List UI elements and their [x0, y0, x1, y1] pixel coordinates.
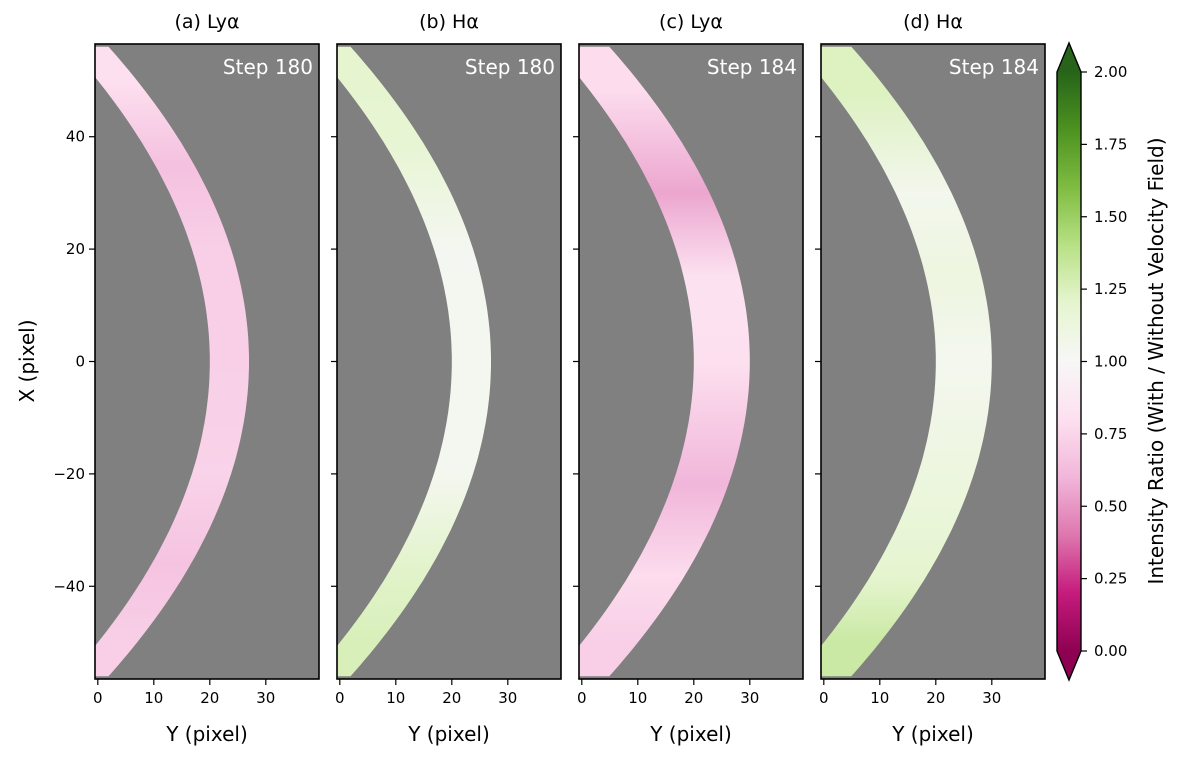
- x-tick-label: 0: [819, 689, 829, 707]
- x-tick-label: 20: [926, 689, 945, 707]
- colorbar-extend-top: [1057, 43, 1081, 72]
- x-tick-label: 20: [684, 689, 703, 707]
- ratio-arc: [337, 46, 491, 677]
- x-tick-label: 20: [200, 689, 219, 707]
- panel-2: (b) Hα Step 180 0 10 20 30 Y (pixel): [331, 11, 562, 746]
- panel-title: (a) Lyα: [174, 11, 239, 33]
- x-axis-label: Y (pixel): [407, 722, 490, 746]
- ratio-arc: [95, 46, 249, 677]
- step-label: Step 184: [949, 55, 1039, 79]
- colorbar-tick-label: 0.00: [1094, 642, 1127, 660]
- x-tick-label: 0: [335, 689, 345, 707]
- y-tick-label: 20: [66, 240, 85, 258]
- y-axis-label: X (pixel): [15, 320, 39, 403]
- x-tick-label: 0: [93, 689, 103, 707]
- colorbar: 0.00 0.25 0.50 0.75 1.00 1.25 1.50 1.75 2.00 Inte…: [1056, 41, 1168, 682]
- panel-background: [821, 44, 1045, 679]
- panel-1: (a) Lyα Step 180 0 10 20 30 Y (pixel) 40 20 0 −20 −…: [53, 11, 320, 746]
- colorbar-extend-bottom: [1057, 651, 1081, 680]
- x-tick-label: 30: [256, 689, 275, 707]
- colorbar-tick-label: 1.00: [1094, 353, 1127, 371]
- x-axis-label: Y (pixel): [649, 722, 732, 746]
- ratio-arc: [579, 46, 750, 677]
- colorbar-label: Intensity Ratio (With / Without Velocity…: [1144, 137, 1168, 584]
- x-tick-label: 30: [740, 689, 759, 707]
- y-tick-label: −20: [53, 465, 85, 483]
- x-tick-label: 30: [498, 689, 517, 707]
- x-tick-label: 10: [870, 689, 889, 707]
- panel-background: [337, 44, 561, 679]
- colorbar-tick-label: 1.25: [1094, 280, 1127, 298]
- panel-title: (b) Hα: [419, 11, 479, 33]
- panel-3: (c) Lyα Step 184 0 10 20 30 Y (pixel): [573, 11, 804, 746]
- panel-4: (d) Hα Step 184 0 10 20 30 Y (pixel): [815, 11, 1046, 746]
- x-tick-label: 10: [386, 689, 405, 707]
- step-label: Step 180: [465, 55, 555, 79]
- x-tick-label: 10: [144, 689, 163, 707]
- colorbar-tick-label: 1.75: [1094, 135, 1127, 153]
- y-tick-label: 0: [75, 353, 85, 371]
- y-tick-label: 40: [66, 128, 85, 146]
- x-tick-label: 30: [982, 689, 1001, 707]
- step-label: Step 184: [707, 55, 797, 79]
- colorbar-body: [1057, 72, 1081, 651]
- x-tick-label: 10: [628, 689, 647, 707]
- step-label: Step 180: [223, 55, 313, 79]
- panel-background: [579, 44, 803, 679]
- colorbar-tick-label: 0.50: [1094, 497, 1127, 515]
- x-axis-label: Y (pixel): [165, 722, 248, 746]
- x-axis-label: Y (pixel): [891, 722, 974, 746]
- colorbar-tick-label: 2.00: [1094, 63, 1127, 81]
- panel-background: [95, 44, 319, 679]
- colorbar-tick-label: 1.50: [1094, 208, 1127, 226]
- panel-title: (d) Hα: [903, 11, 963, 33]
- y-tick-label: −40: [53, 577, 85, 595]
- ratio-arc: [821, 46, 992, 677]
- panel-title: (c) Lyα: [659, 11, 723, 33]
- colorbar-tick-label: 0.25: [1094, 570, 1127, 588]
- colorbar-tick-label: 0.75: [1094, 425, 1127, 443]
- x-tick-label: 0: [577, 689, 587, 707]
- x-tick-label: 20: [442, 689, 461, 707]
